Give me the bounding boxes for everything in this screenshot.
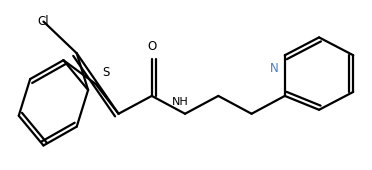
Text: N: N <box>270 62 279 75</box>
Text: S: S <box>102 66 109 79</box>
Text: Cl: Cl <box>38 15 49 28</box>
Text: NH: NH <box>172 97 189 107</box>
Text: O: O <box>147 40 156 53</box>
